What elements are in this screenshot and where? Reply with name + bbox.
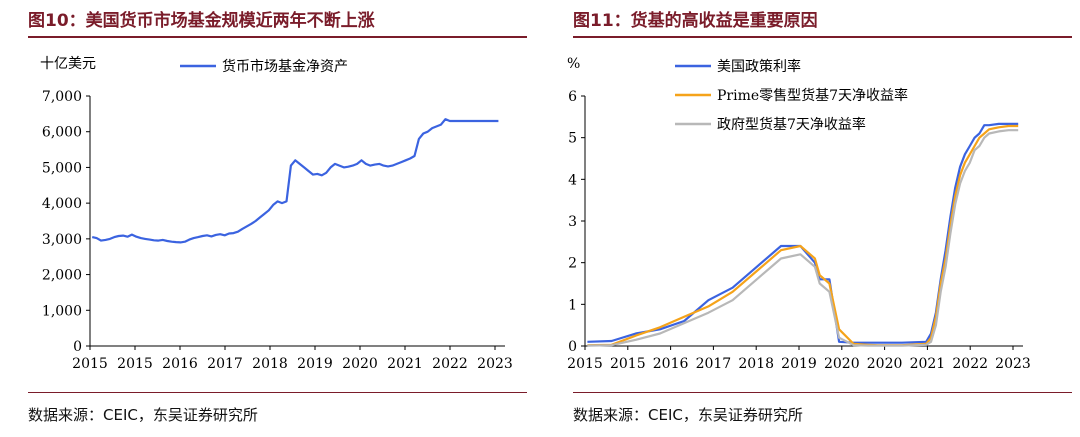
legend-label: Prime零售型货基7天净收益率 [717,87,908,104]
y-tick-label: 2 [568,256,577,272]
series-line-2 [587,129,1019,347]
title-divider [28,36,527,38]
x-tick-label: 2020 [867,356,903,372]
y-tick-label: 2,000 [42,268,82,284]
x-tick-label: 2015 [610,356,646,372]
footer-divider [28,392,527,393]
series-line-0 [91,118,499,244]
y-tick-label: 0 [568,339,577,355]
y-tick-label: 1,000 [42,303,82,319]
x-tick-label: 2019 [781,356,817,372]
x-tick-label: 2023 [995,356,1031,372]
footer-divider [573,392,1072,393]
y-axis-label: % [567,56,580,72]
source-note: 数据来源：CEIC，东吴证券研究所 [573,406,803,424]
y-tick-label: 4,000 [42,196,82,212]
y-tick-label: 5,000 [42,160,82,176]
y-tick-label: 5 [568,131,577,147]
chart-area: 十亿美元 0 1,000 2,000 3,000 4,000 5,000 6,000 7,000… [40,56,513,372]
source-note: 数据来源：CEIC，东吴证券研究所 [28,406,258,424]
x-tick-label: 2015 [117,356,153,372]
legend-label: 货币市场基金净资产 [222,58,348,75]
legend-label: 政府型货基7天净收益率 [717,116,866,133]
x-tick-label: 2020 [824,356,860,372]
x-tick-label: 2016 [653,356,689,372]
chart-panel-left: 图10：美国货币市场基金规模近两年不断上涨 十亿美元 0 1,000 2,000 3,0… [0,0,535,437]
y-tick-label: 3 [568,214,577,230]
x-tick-label: 2015 [567,356,603,372]
x-tick-label: 2022 [432,356,468,372]
x-tick-label: 2016 [162,356,198,372]
chart-title: 图11：货基的高收益是重要原因 [573,11,818,31]
y-tick-label: 0 [73,339,82,355]
y-tick-label: 7,000 [42,89,82,105]
y-tick-label: 3,000 [42,232,82,248]
y-tick-label: 6,000 [42,125,82,141]
series-line-1 [587,124,1019,347]
y-axis-label: 十亿美元 [40,56,96,72]
chart-area: % 0 1 2 3 4 5 6 2015 2015 2016 2017 2018 2019 2020 2020… [567,56,1031,372]
x-tick-label: 2023 [477,356,513,372]
x-tick-label: 2019 [297,356,333,372]
chart-title: 图10：美国货币市场基金规模近两年不断上涨 [28,11,375,31]
x-tick-label: 2022 [952,356,988,372]
series-line-0 [587,122,1019,344]
x-tick-label: 2021 [387,356,423,372]
legend-label: 美国政策利率 [717,58,801,75]
x-tick-label: 2021 [910,356,946,372]
y-tick-label: 6 [568,89,577,105]
x-tick-label: 2018 [252,356,288,372]
x-tick-label: 2017 [696,356,732,372]
y-tick-label: 4 [568,172,577,188]
y-tick-label: 1 [568,297,577,313]
x-tick-label: 2018 [738,356,774,372]
x-tick-label: 2017 [207,356,243,372]
x-tick-label: 2020 [342,356,378,372]
chart-panel-right: 图11：货基的高收益是重要原因 % 0 1 2 3 4 5 6 2015 2015 2016 2017… [545,0,1080,437]
x-tick-label: 2015 [72,356,108,372]
title-divider [573,36,1072,38]
